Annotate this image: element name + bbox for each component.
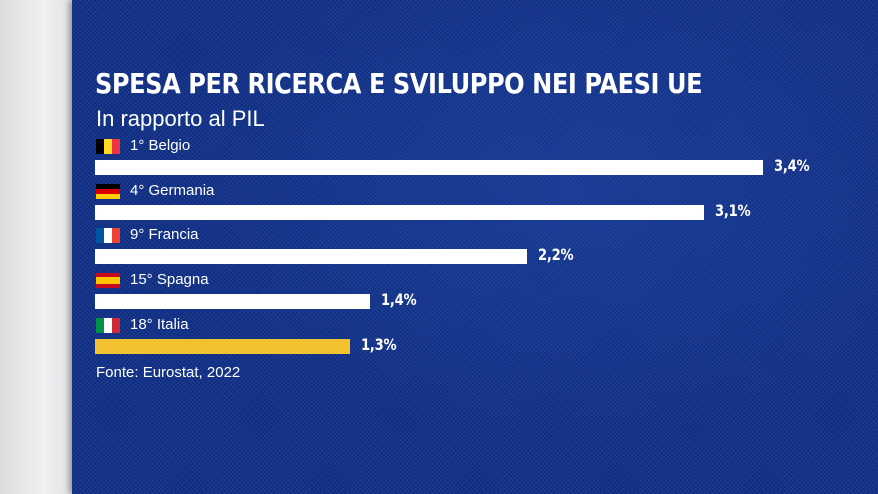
chart-panel — [72, 0, 878, 494]
category-label: 9° Francia — [130, 226, 199, 244]
data-label: 3,1% — [715, 200, 751, 220]
bar — [95, 204, 704, 220]
data-label: 2,2% — [538, 245, 574, 265]
category-label: 1° Belgio — [130, 137, 191, 154]
source-note: Fonte: Eurostat, 2022 — [96, 364, 241, 381]
bar — [95, 294, 370, 310]
data-label: 1,3% — [361, 334, 397, 354]
chart-title: SPESA PER RICERCA E SVILUPPO NEI PAESI U… — [95, 67, 703, 100]
category-label: 18° Italia — [130, 315, 189, 333]
category-label: 4° Germania — [130, 181, 215, 199]
data-label: 3,4% — [774, 156, 810, 175]
bar — [95, 338, 350, 354]
italy-flag-icon — [96, 317, 120, 333]
left-background-strip — [0, 0, 72, 494]
category-label: 15° Spagna — [130, 271, 209, 289]
germany-flag-icon — [96, 183, 120, 199]
spain-flag-icon — [96, 273, 120, 289]
belgium-flag-icon — [96, 139, 120, 154]
chart-subtitle: In rapporto al PIL — [96, 106, 265, 131]
data-label: 1,4% — [381, 290, 417, 310]
bar — [95, 249, 527, 265]
france-flag-icon — [96, 228, 120, 244]
bar — [95, 160, 763, 175]
